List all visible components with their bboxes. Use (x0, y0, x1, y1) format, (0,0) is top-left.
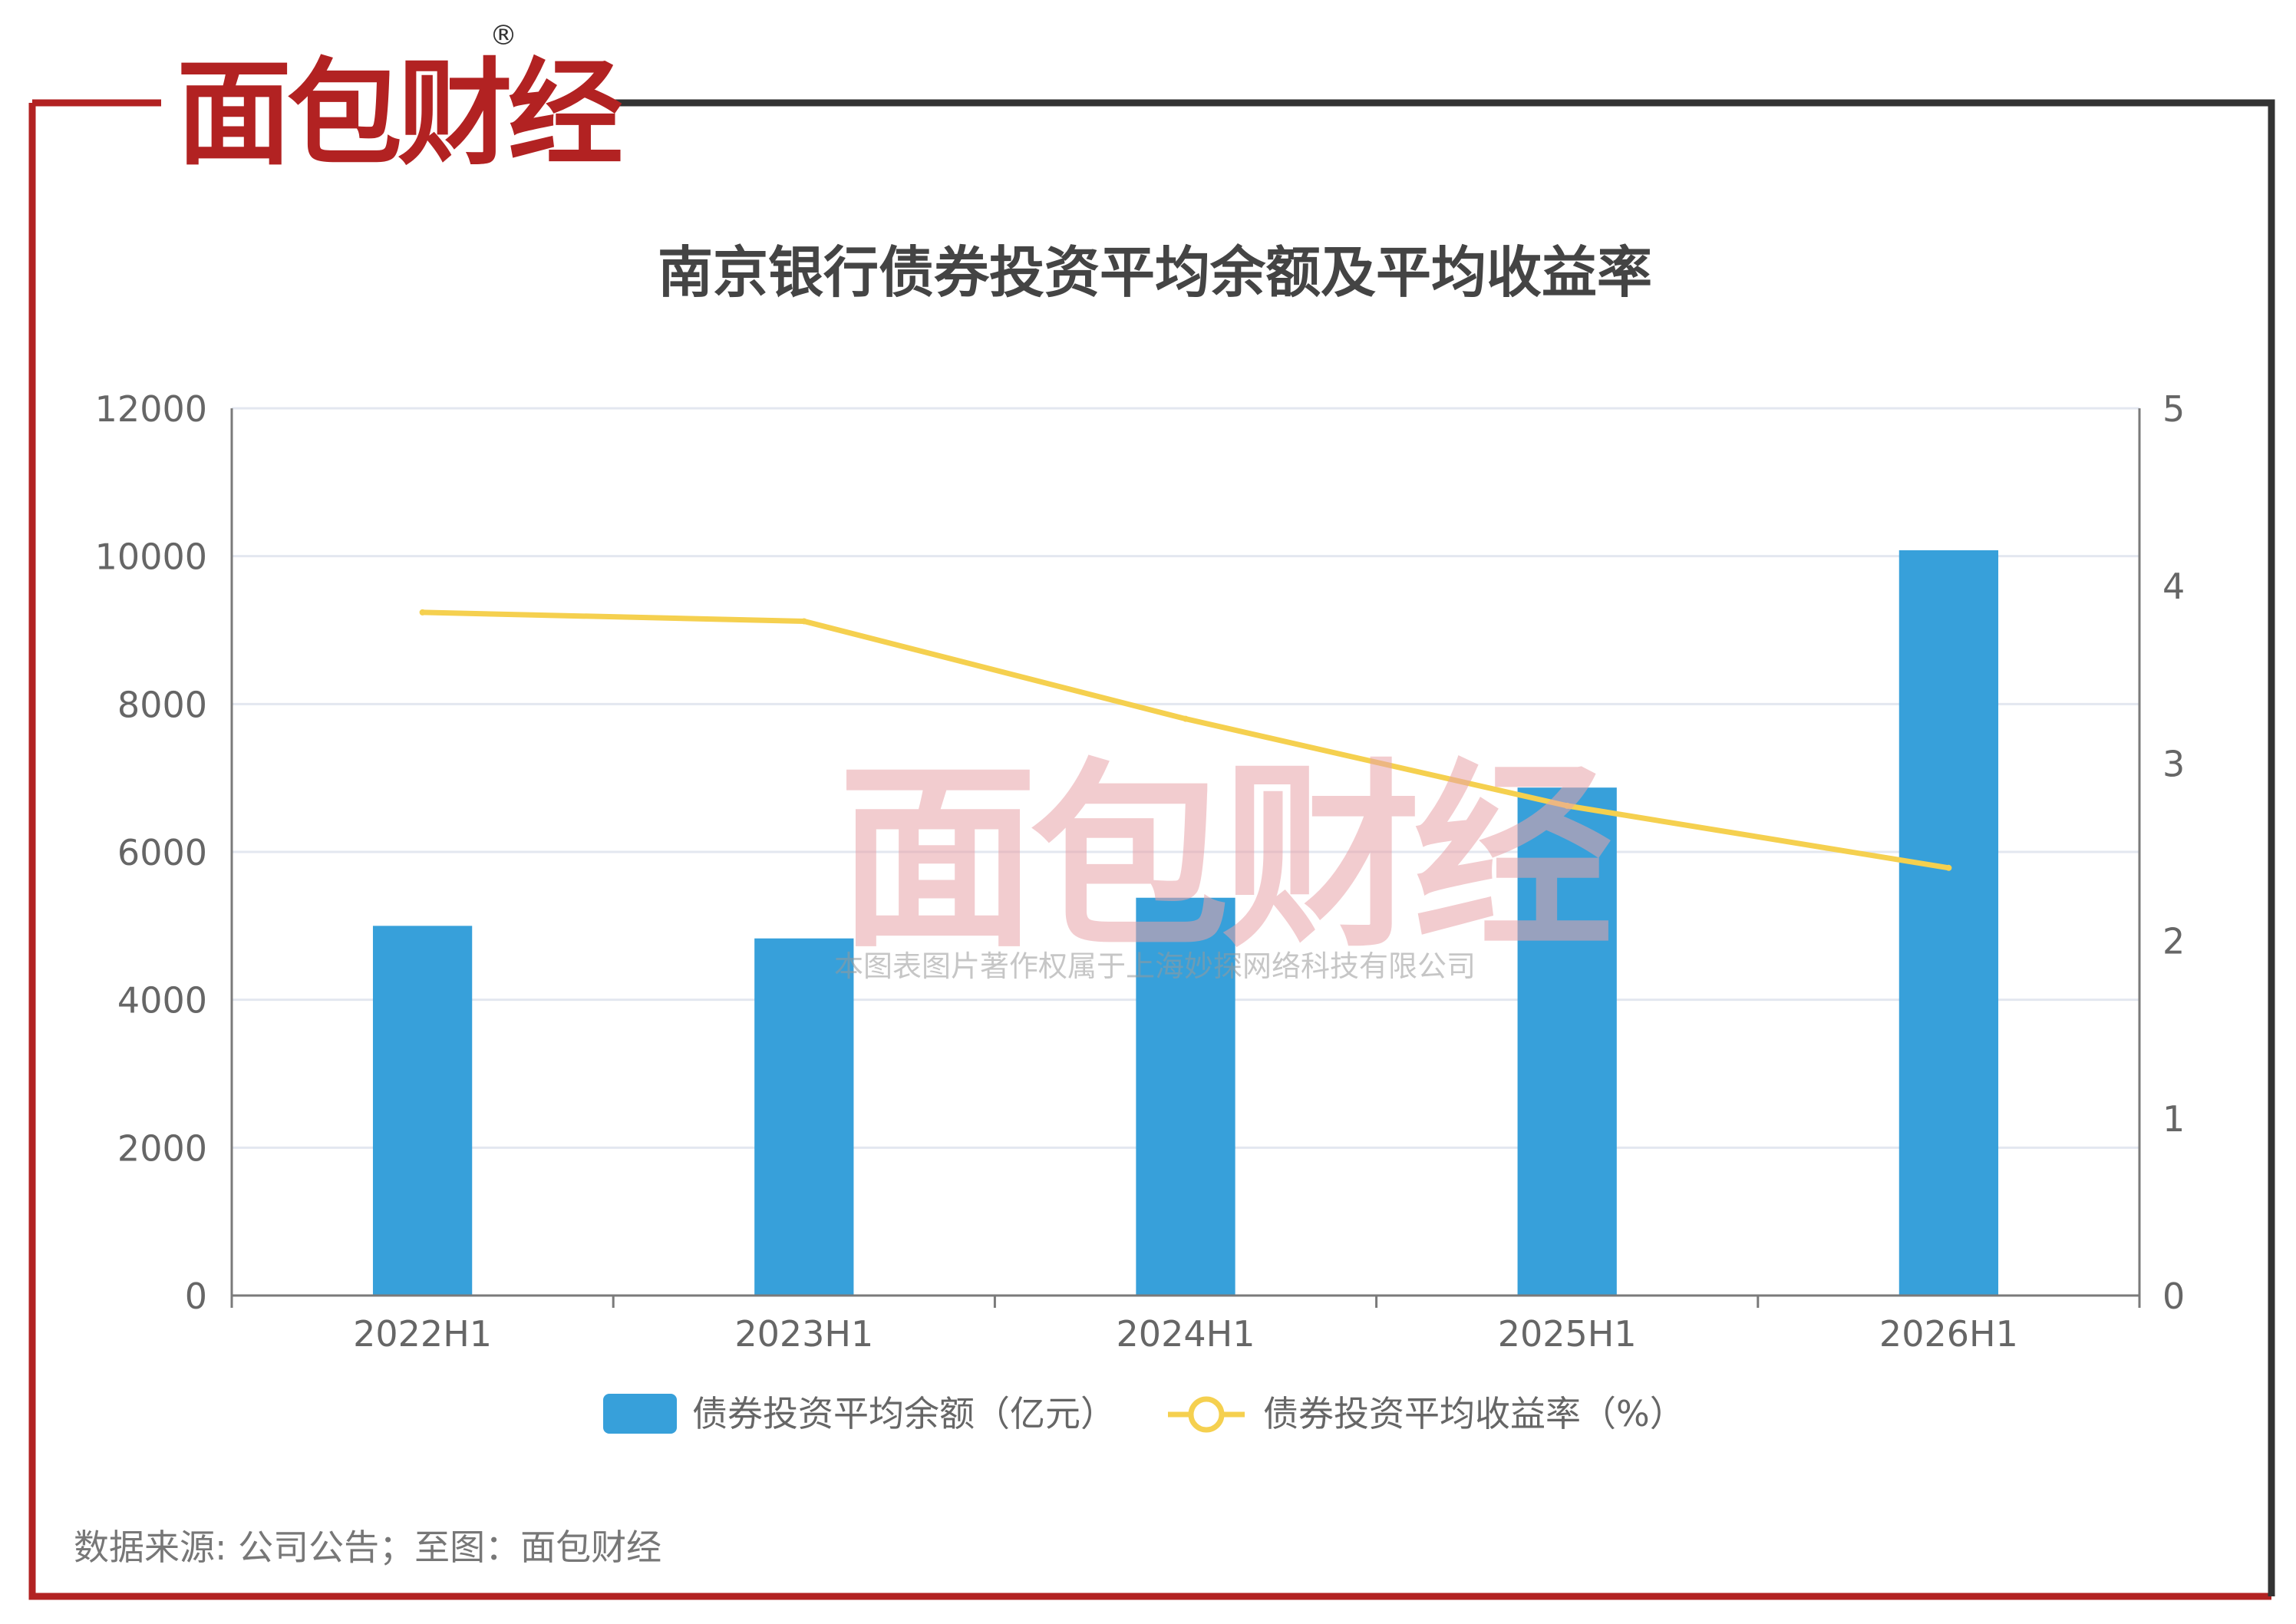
y-left-tick-label: 8000 (117, 684, 207, 725)
y-right-tick-label: 1 (2162, 1098, 2185, 1140)
legend: 债券投资平均余额（亿元） 债券投资平均收益率（%） (603, 1393, 1685, 1434)
line-series (419, 609, 1952, 871)
y-left-tick-label: 0 (185, 1276, 207, 1317)
x-tick-label: 2023H1 (734, 1313, 873, 1355)
line-point (1183, 715, 1189, 722)
source-note: 数据来源: 公司公告；至图：面包财经 (74, 1527, 661, 1568)
x-axis-ticks: 2022H1 2023H1 2024H1 2025H1 2026H1 (230, 1296, 2141, 1355)
watermark-logo: 面包财经 (838, 743, 1613, 975)
line-point (419, 609, 426, 616)
chart-title: 南京银行债券投资平均余额及平均收益率 (658, 240, 1652, 305)
bar (754, 938, 854, 1296)
y-right-tick-label: 4 (2162, 566, 2185, 607)
legend-line-label: 债券投资平均收益率（%） (1263, 1393, 1685, 1434)
y-left-tick-label: 6000 (117, 832, 207, 873)
bar (1136, 897, 1235, 1296)
brand-registered-mark: ® (490, 20, 517, 51)
brand-logo: 面包财经 ® (176, 20, 627, 181)
x-tick-label: 2025H1 (1498, 1313, 1637, 1355)
x-tick-label: 2026H1 (1879, 1313, 2018, 1355)
brand-logo-text: 面包财经 (176, 48, 622, 181)
axes (230, 408, 2141, 1297)
line-point (1564, 802, 1571, 809)
y-left-tick-label: 2000 (117, 1127, 207, 1169)
bar (372, 926, 473, 1296)
line-point (1945, 864, 1952, 871)
y-right-tick-label: 2 (2162, 921, 2185, 962)
y-left-tick-label: 10000 (95, 536, 207, 578)
legend-line-marker (1188, 1396, 1225, 1433)
y-axis-left-ticks: 0 2000 4000 6000 8000 10000 12000 (95, 388, 207, 1317)
y-left-tick-label: 12000 (95, 388, 207, 430)
watermark-copyright: 本图表图片著作权属于上海妙探网络科技有限公司 (834, 949, 1476, 983)
line-point (800, 618, 807, 625)
legend-bar-label: 债券投资平均余额（亿元） (692, 1393, 1116, 1434)
x-tick-label: 2022H1 (353, 1313, 492, 1355)
y-right-tick-label: 3 (2162, 743, 2185, 784)
y-axis-right-ticks: 0 1 2 3 4 5 (2162, 388, 2185, 1317)
y-right-tick-label: 5 (2162, 388, 2185, 430)
bar-series (372, 550, 1999, 1296)
frame-border (28, 99, 2275, 1600)
legend-bar-swatch (603, 1394, 677, 1434)
y-right-tick-label: 0 (2162, 1276, 2185, 1317)
bar (1517, 787, 1617, 1296)
bar (1898, 550, 1999, 1296)
watermark: 面包财经 本图表图片著作权属于上海妙探网络科技有限公司 (834, 743, 1621, 983)
x-tick-label: 2024H1 (1117, 1313, 1255, 1355)
y-left-tick-label: 4000 (117, 980, 207, 1022)
